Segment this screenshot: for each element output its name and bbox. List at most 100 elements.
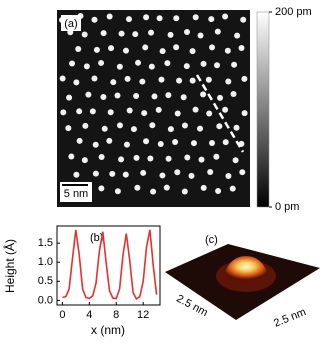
adsorbate: [158, 76, 165, 83]
adsorbate: [143, 14, 150, 21]
adsorbate: [176, 77, 183, 84]
adsorbate: [241, 75, 248, 82]
stm-image: [57, 10, 250, 207]
adsorbate: [106, 137, 113, 144]
adsorbate: [106, 13, 113, 20]
adsorbate: [107, 109, 114, 116]
adsorbate: [76, 108, 83, 115]
adsorbate: [215, 187, 222, 194]
adsorbate: [159, 172, 166, 179]
colorbar-tick-label: 200 pm: [275, 6, 312, 18]
adsorbate: [147, 155, 154, 162]
adsorbate: [133, 154, 140, 161]
colorbar-tick-label: 0 pm: [275, 201, 299, 213]
bump: [222, 256, 270, 282]
adsorbate: [192, 14, 199, 21]
adsorbate: [222, 139, 229, 146]
adsorbate: [69, 60, 76, 67]
adsorbate: [91, 16, 98, 23]
adsorbate: [110, 79, 117, 86]
adsorbate: [100, 30, 107, 37]
adsorbate: [93, 46, 100, 53]
adsorbate: [91, 75, 98, 82]
y-tick-label: 0.5: [38, 275, 53, 287]
scale-box: [60, 182, 92, 202]
adsorbate: [189, 48, 196, 55]
adsorbate: [98, 154, 105, 161]
adsorbate: [165, 92, 172, 99]
adsorbate: [240, 16, 247, 23]
adsorbate: [59, 75, 66, 82]
adsorbate: [174, 169, 181, 176]
adsorbate: [231, 61, 238, 68]
adsorbate: [109, 170, 116, 177]
adsorbate: [81, 31, 88, 38]
adsorbate: [116, 122, 123, 129]
adsorbate: [238, 45, 245, 52]
adsorbate: [66, 94, 73, 101]
adsorbate: [181, 188, 188, 195]
adsorbate: [151, 93, 158, 100]
surface-y-label: 2.5 nm: [272, 306, 308, 330]
adsorbate: [124, 75, 131, 82]
adsorbate: [225, 78, 232, 85]
adsorbate: [200, 184, 207, 191]
profile-line: [62, 229, 158, 301]
panel-label: (b): [90, 232, 103, 244]
adsorbate: [132, 31, 139, 38]
adsorbate: [118, 156, 125, 163]
adsorbate: [241, 110, 248, 117]
adsorbate: [156, 15, 163, 22]
y-tick-label: 1.5: [38, 237, 53, 249]
adsorbate: [89, 108, 96, 115]
adsorbate: [143, 138, 150, 145]
adsorbate: [197, 125, 204, 132]
adsorbate: [157, 140, 164, 147]
adsorbate: [81, 157, 88, 164]
adsorbate: [233, 124, 240, 131]
adsorbate: [163, 184, 170, 191]
adsorbate: [101, 125, 108, 132]
adsorbate: [75, 45, 82, 52]
adsorbate: [229, 185, 236, 192]
adsorbate: [98, 185, 105, 192]
adsorbate: [148, 29, 155, 36]
x-tick-label: 8: [113, 309, 119, 321]
adsorbate: [139, 78, 146, 85]
adsorbate: [149, 122, 156, 129]
adsorbate: [197, 32, 204, 39]
adsorbates: [59, 13, 248, 195]
adsorbate: [173, 44, 180, 51]
adsorbate: [85, 91, 92, 98]
adsorbate: [130, 126, 137, 133]
adsorbate: [141, 110, 148, 117]
panel-label: (c): [205, 234, 218, 246]
y-tick-label: 0.0: [38, 294, 53, 306]
adsorbate: [82, 122, 89, 129]
scale-label: 5 nm: [64, 188, 88, 200]
adsorbate: [206, 110, 213, 117]
adsorbate: [209, 44, 216, 51]
y-tick-label: 1.0: [38, 256, 53, 268]
profile-line: [195, 74, 245, 153]
adsorbate: [173, 15, 180, 22]
adsorbate: [225, 172, 232, 179]
label-box: [61, 15, 81, 31]
adsorbate: [165, 155, 172, 162]
adsorbate: [232, 157, 239, 164]
adsorbate: [150, 188, 157, 195]
adsorbate: [224, 47, 231, 54]
adsorbate: [114, 188, 121, 195]
adsorbate: [116, 63, 123, 70]
adsorbate: [214, 62, 221, 69]
adsorbate: [65, 125, 72, 132]
x-tick-label: 12: [137, 309, 149, 321]
panel-label: (a): [64, 18, 77, 30]
adsorbate: [76, 137, 83, 144]
adsorbate: [108, 45, 115, 52]
adsorbate: [98, 59, 105, 66]
adsorbate: [192, 106, 199, 113]
adsorbate: [134, 184, 141, 191]
adsorbate: [230, 91, 237, 98]
adsorbate: [126, 107, 133, 114]
